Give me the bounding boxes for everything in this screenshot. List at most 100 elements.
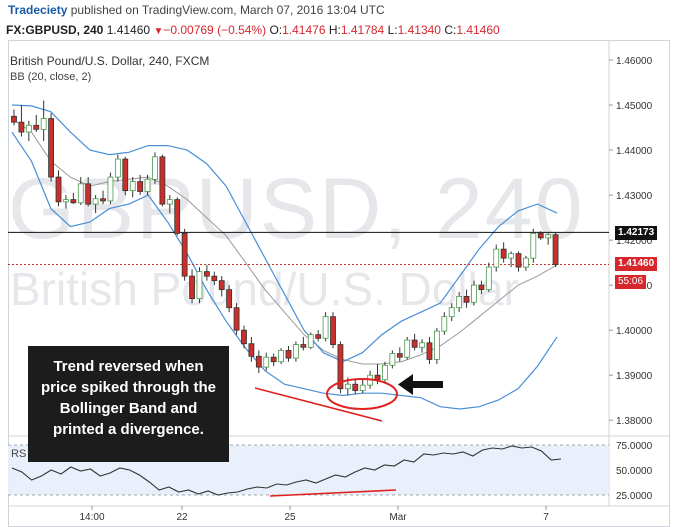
- candle-body-down: [374, 374, 381, 381]
- candle: [196, 267, 203, 304]
- candle-body-up: [40, 118, 47, 130]
- candle: [322, 312, 329, 342]
- candle-body-up: [307, 334, 314, 348]
- candle-body-down: [248, 343, 255, 357]
- candle: [307, 332, 314, 350]
- candle-body-down: [181, 232, 188, 277]
- candle: [545, 233, 552, 245]
- candle: [433, 327, 440, 364]
- time-tick-label: 22: [176, 512, 188, 523]
- candle: [493, 244, 500, 272]
- candle-body-up: [92, 198, 99, 205]
- candle-body-up: [166, 199, 173, 205]
- price-tick-label: 1.38000: [616, 416, 653, 427]
- candle-body-up: [196, 271, 203, 300]
- down-arrow-icon: ▼: [153, 26, 164, 37]
- arrow-shaft: [411, 381, 443, 388]
- candle: [18, 105, 25, 137]
- candle: [63, 195, 69, 209]
- candle-body-down: [426, 342, 433, 360]
- rsi-label[interactable]: RS: [11, 448, 27, 460]
- candle: [137, 174, 144, 196]
- candle-body-up: [545, 234, 552, 239]
- candle: [441, 312, 448, 335]
- candle: [293, 341, 299, 362]
- candle-body-down: [48, 118, 54, 178]
- candle: [174, 197, 181, 236]
- last-price: 1.41460: [106, 23, 151, 37]
- publish-info: published on TradingView.com, March 07, …: [70, 3, 385, 17]
- candle: [523, 255, 529, 271]
- candle-body-down: [85, 183, 92, 205]
- candle: [233, 303, 240, 335]
- bollinger-upper-band: [11, 104, 558, 363]
- candle: [278, 348, 284, 364]
- candle: [114, 154, 121, 182]
- candle: [471, 280, 477, 306]
- candle: [100, 190, 106, 205]
- candle: [508, 251, 514, 268]
- candle: [315, 330, 322, 342]
- candle-body-up: [493, 248, 500, 268]
- quote-bar: FX:GBPUSD, 240 1.41460 ▼−0.00769 (−0.54%…: [0, 20, 678, 40]
- candle-body-down: [285, 350, 292, 359]
- publisher-name[interactable]: Tradeciety: [8, 3, 68, 17]
- candle-body-down: [515, 253, 522, 268]
- candle-body-down: [270, 356, 277, 363]
- chart-title: British Pound/U.S. Dollar, 240, FXCM: [10, 54, 210, 68]
- candle: [515, 251, 522, 272]
- candle-body-down: [18, 121, 25, 133]
- candle-body-down: [241, 329, 247, 345]
- candle: [330, 312, 336, 349]
- candle: [85, 177, 92, 207]
- candle: [359, 379, 366, 394]
- candle: [77, 177, 84, 206]
- candle: [211, 271, 218, 286]
- candle-body-up: [144, 178, 151, 192]
- candle: [426, 336, 433, 364]
- candle-body-up: [419, 342, 425, 348]
- price-tick-label: 1.46000: [616, 56, 653, 67]
- candle: [537, 231, 544, 241]
- candle-body-up: [63, 199, 69, 203]
- publish-bar: Tradeciety published on TradingView.com,…: [0, 0, 678, 20]
- rsi-tick-label: 25.0000: [616, 491, 653, 502]
- candle-body-down: [233, 307, 240, 331]
- candle-body-down: [500, 248, 507, 259]
- candle-body-up: [382, 364, 388, 381]
- candle-body-up: [129, 181, 136, 191]
- annotation-callout: Trend reversed when price spiked through…: [28, 346, 229, 462]
- arrow-head: [398, 374, 413, 395]
- candle-body-up: [404, 339, 411, 358]
- candle: [404, 336, 411, 360]
- candle-body-up: [441, 316, 448, 332]
- highlight-circle: [326, 378, 398, 410]
- candle: [270, 353, 277, 367]
- candle-body-up: [344, 383, 351, 390]
- candle: [189, 269, 195, 304]
- low-value: 1.41340: [397, 23, 441, 37]
- candle: [40, 100, 47, 142]
- candle: [11, 109, 17, 126]
- candle-body-down: [255, 355, 262, 368]
- candle: [55, 170, 62, 207]
- candle: [166, 195, 173, 214]
- candle: [411, 333, 418, 351]
- price-tick-label: 1.39000: [616, 371, 653, 382]
- candle-body-down: [552, 234, 559, 265]
- candle: [107, 172, 114, 205]
- candle: [448, 303, 455, 322]
- symbol-label[interactable]: FX:GBPUSD, 240: [6, 23, 104, 37]
- candle-body-up: [523, 257, 529, 268]
- candle-body-down: [137, 181, 144, 192]
- candle-body-up: [448, 307, 455, 318]
- candle: [25, 120, 32, 142]
- open-value: 1.41476: [282, 23, 326, 37]
- candle-body-up: [389, 353, 396, 366]
- candle-body-down: [396, 353, 403, 358]
- price-tick-label: 1.44000: [616, 146, 653, 157]
- bollinger-label[interactable]: BB (20, close, 2): [10, 71, 92, 83]
- candle-body-down: [159, 156, 166, 205]
- candle: [70, 192, 77, 205]
- candle: [552, 232, 559, 268]
